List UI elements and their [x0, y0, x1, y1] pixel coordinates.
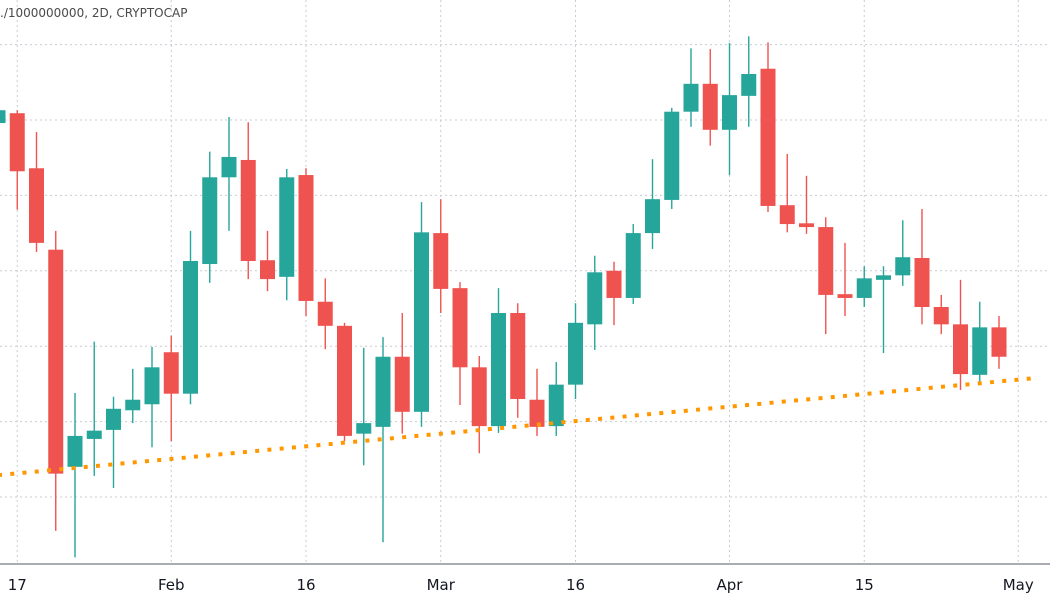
candle-body-up: [722, 95, 737, 130]
x-tick-label: May: [1003, 576, 1034, 594]
candle-body-down: [394, 356, 410, 412]
candle-body-up: [144, 367, 160, 405]
candle-body-up: [414, 232, 429, 412]
candle-body-down: [260, 260, 275, 280]
x-axis-ticks: 17 Feb 16 Mar 16 Apr 15 May: [8, 576, 1034, 594]
x-tick-label: 16: [566, 576, 585, 594]
candle-body-down: [779, 205, 795, 225]
candles: [0, 36, 1007, 558]
candle-body-up: [67, 435, 83, 467]
candle-body-up: [356, 423, 372, 434]
candle-body-up: [683, 83, 699, 112]
x-tick-label: 16: [296, 576, 315, 594]
candle-body-up: [0, 110, 6, 124]
candle-body-down: [298, 175, 314, 301]
x-tick-label: 15: [855, 576, 874, 594]
candle-body-up: [625, 233, 641, 298]
candle-body-down: [240, 159, 256, 261]
candle-body-down: [433, 233, 449, 289]
candle-body-down: [337, 325, 352, 436]
candle-body-up: [895, 257, 911, 276]
candle-body-up: [664, 111, 680, 200]
candle-body-down: [799, 223, 814, 228]
candle-body-down: [452, 288, 468, 368]
trendline: [0, 375, 1038, 477]
candle-body-up: [202, 177, 218, 265]
candle-body-up: [741, 74, 757, 96]
trendline-layer: [0, 375, 1038, 477]
candle-body-down: [163, 352, 179, 394]
candle-body-down: [510, 313, 526, 399]
x-tick-label: Feb: [158, 576, 185, 594]
grid: [0, 0, 1050, 564]
candle-body-down: [529, 399, 545, 427]
candle-body-down: [760, 68, 776, 206]
candle-body-down: [837, 294, 853, 298]
candle-body-down: [29, 168, 44, 243]
candle-body-up: [491, 313, 506, 427]
candle-body-down: [702, 83, 718, 130]
x-tick-label: Mar: [427, 576, 456, 594]
candle-body-down: [9, 113, 25, 172]
candle-body-up: [183, 260, 198, 394]
candle-body-up: [645, 199, 660, 234]
candle-body-down: [818, 227, 834, 295]
candle-body-down: [953, 324, 968, 375]
candle-body-up: [375, 356, 391, 427]
x-tick-label: 17: [8, 576, 27, 594]
candle-body-up: [86, 430, 102, 439]
candle-body-down: [606, 270, 622, 298]
candle-body-down: [317, 301, 333, 326]
candle-body-up: [125, 399, 141, 411]
candle-body-up: [548, 384, 564, 427]
candle-body-down: [933, 306, 949, 325]
candle-body-up: [221, 156, 237, 178]
candle-body-up: [568, 322, 583, 385]
candle-body-down: [471, 367, 487, 427]
candle-body-down: [48, 249, 64, 474]
candle-body-up: [106, 408, 121, 430]
x-tick-label: Apr: [717, 576, 744, 594]
candle-body-down: [914, 257, 930, 307]
candle-body-up: [587, 272, 603, 325]
candle-body-down: [991, 327, 1007, 357]
series-legend: ./1000000000, 2D, CRYPTOCAP: [0, 6, 188, 20]
candle-body-up: [856, 278, 872, 298]
candle-body-up: [876, 275, 891, 280]
candle-body-up: [279, 177, 295, 277]
candle-body-up: [972, 327, 988, 375]
